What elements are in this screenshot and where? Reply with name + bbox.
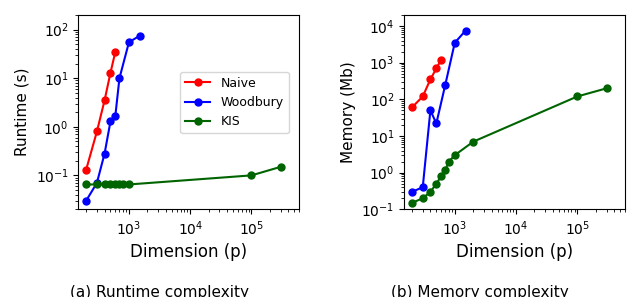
Naive <box>426 78 434 81</box>
Woodbury <box>111 114 119 117</box>
Legend: Naive, Woodbury, KIS: Naive, Woodbury, KIS <box>180 72 289 133</box>
Line: Naive: Naive <box>408 56 445 111</box>
Woodbury <box>408 190 416 194</box>
KIS <box>451 153 459 157</box>
KIS <box>426 190 434 194</box>
X-axis label: Dimension (p): Dimension (p) <box>131 243 248 261</box>
Woodbury <box>93 181 100 185</box>
Woodbury <box>136 34 143 37</box>
Line: Woodbury: Woodbury <box>83 32 143 204</box>
KIS <box>125 183 132 186</box>
Woodbury <box>426 109 434 112</box>
Woodbury <box>83 199 90 203</box>
KIS <box>116 183 124 186</box>
Woodbury <box>125 40 132 44</box>
Woodbury <box>419 186 427 189</box>
Line: KIS: KIS <box>83 163 284 188</box>
X-axis label: Dimension (p): Dimension (p) <box>456 243 573 261</box>
Woodbury <box>116 76 124 80</box>
Naive <box>419 95 427 98</box>
Naive <box>100 99 108 102</box>
Text: (b) Memory complexity: (b) Memory complexity <box>391 285 569 297</box>
Woodbury <box>433 122 440 125</box>
Line: Woodbury: Woodbury <box>408 27 469 195</box>
Naive <box>107 71 115 75</box>
Woodbury <box>461 29 469 32</box>
Woodbury <box>107 119 115 123</box>
KIS <box>437 174 445 178</box>
Line: KIS: KIS <box>408 85 610 206</box>
KIS <box>442 168 449 172</box>
KIS <box>603 86 611 90</box>
Woodbury <box>451 41 459 45</box>
Naive <box>93 130 100 133</box>
Naive <box>433 67 440 70</box>
KIS <box>119 183 127 186</box>
KIS <box>93 183 100 186</box>
KIS <box>408 201 416 205</box>
KIS <box>248 173 255 177</box>
Naive <box>408 106 416 109</box>
KIS <box>100 183 108 186</box>
Woodbury <box>100 152 108 155</box>
Naive <box>111 50 119 53</box>
KIS <box>433 182 440 186</box>
KIS <box>469 140 477 143</box>
KIS <box>107 183 115 186</box>
KIS <box>277 165 285 169</box>
KIS <box>445 160 452 163</box>
Text: (a) Runtime complexity: (a) Runtime complexity <box>70 285 250 297</box>
Line: Naive: Naive <box>83 48 119 173</box>
Y-axis label: Runtime (s): Runtime (s) <box>15 68 30 157</box>
KIS <box>111 183 119 186</box>
Y-axis label: Memory (Mb): Memory (Mb) <box>341 61 356 163</box>
KIS <box>573 95 581 98</box>
KIS <box>419 197 427 200</box>
Naive <box>83 168 90 172</box>
Woodbury <box>442 83 449 86</box>
Naive <box>437 58 445 61</box>
KIS <box>83 183 90 186</box>
